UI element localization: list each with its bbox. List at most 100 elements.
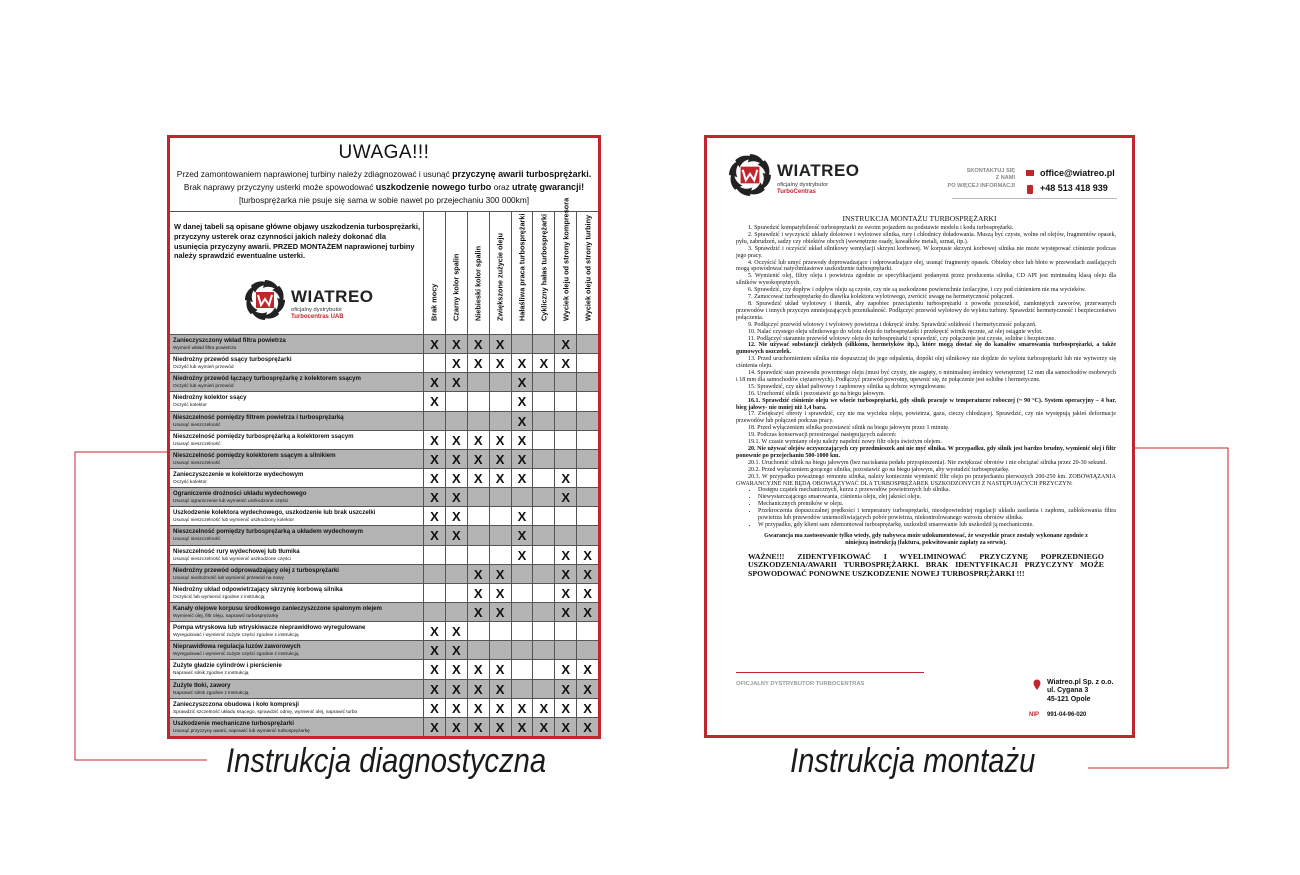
instruction: 20.2. Przed wyłączeniem gorącego silnika… xyxy=(736,467,1116,474)
table-row: Kanały olejowe korpusu środkowego zaniec… xyxy=(170,602,598,623)
footer-address: Wiatreo.pl Sp. z o.o. ul. Cygana 3 45-12… xyxy=(1047,679,1113,704)
cell xyxy=(532,545,554,565)
cause: Niedrożny przewód odprowadzający olej z … xyxy=(173,566,339,574)
cell xyxy=(510,583,533,603)
instruction-text: Uruchomić silnik na biegu jałowym (bez n… xyxy=(761,459,1107,466)
cell: X xyxy=(423,641,445,661)
instruction: 17. Zwiększyć obroty i sprawdzić, czy ni… xyxy=(736,411,1116,425)
instruction-number: 20. xyxy=(748,446,756,452)
cell xyxy=(576,430,598,450)
instruction-number: 8. xyxy=(748,300,753,307)
remedy: Wymienić olej, filtr oleju, naprawić tur… xyxy=(173,614,279,619)
cell xyxy=(554,392,576,412)
instruction-text: Sprawdzić kompatybilność turbosprężarki … xyxy=(754,225,1014,231)
column-label: Wyciek oleju od strony turbiny xyxy=(583,214,593,321)
cell: X xyxy=(466,698,489,718)
instruction-number: 12. xyxy=(748,342,756,349)
table-row: Uszkodzenie mechaniczne turbosprężarki Us… xyxy=(170,716,598,736)
cell: X xyxy=(466,679,489,699)
cell xyxy=(488,373,511,393)
cell: X xyxy=(488,717,511,736)
cell xyxy=(532,507,554,527)
contact-icons xyxy=(1026,170,1034,194)
cause: Niedrożny przewód łączący turbosprężarkę… xyxy=(173,375,361,383)
cell: X xyxy=(510,526,533,546)
cell: X xyxy=(444,526,467,546)
cell: X xyxy=(444,698,467,718)
sheet-title: INSTRUKCJA MONTAŻU TURBOSPRĘŻARKI xyxy=(842,214,997,223)
instruction-text: Sprawdzić i wyczyścić układy dolotowe i … xyxy=(736,231,1116,245)
cell xyxy=(576,354,598,374)
cell: X xyxy=(423,392,445,412)
table-row: Zużyte tłoki, zawory Naprawić silnik zgod… xyxy=(170,678,598,699)
sheet-title: UWAGA!!! xyxy=(338,142,430,163)
cause: Zużyte gładzie cylindrów i pierścienie xyxy=(173,662,282,670)
column-header: Czarny kolor spalin xyxy=(444,212,467,334)
instruction-text: Nalać czystego oleju silnikowego do wlot… xyxy=(757,328,1043,335)
remedy: Usunąć nieszczelność xyxy=(173,422,221,428)
cell: X xyxy=(466,469,489,489)
intro-text: Brak naprawy przyczyny usterki może spow… xyxy=(183,182,374,192)
column-header: Niebieski kolor spalin xyxy=(466,212,489,334)
cell xyxy=(532,488,554,508)
phone: +48 513 418 939 xyxy=(1040,183,1108,193)
cell xyxy=(466,545,489,565)
logo-company: Turbocentras UAB xyxy=(291,314,344,320)
intro: Przed zamontowaniem naprawionej turbiny … xyxy=(170,168,598,207)
remedy: Naprawić silnik zgodnie z instrukcją xyxy=(173,671,249,677)
cell: X xyxy=(423,622,445,642)
cell xyxy=(423,564,445,584)
cell: X xyxy=(576,679,598,699)
cell: X xyxy=(532,698,554,718)
cell: X xyxy=(510,411,533,431)
cause: Zużyte tłoki, zawory xyxy=(173,681,231,689)
instruction-number: 20.1. xyxy=(748,459,761,466)
table-row: Nieprawidłowa regulacja luzów zaworowych… xyxy=(170,640,598,661)
table-row: Niedrożny przewód łączący turbosprężarkę… xyxy=(170,372,598,393)
remedy: Usunąć niedrożność lub wymienić przewód … xyxy=(173,575,284,581)
instruction-text: Nie używać olejów oczyszczających czy pr… xyxy=(736,446,1116,459)
instruction-text: Sprawdzić i oczyścić układ silnikowy wen… xyxy=(736,245,1116,259)
cell: X xyxy=(576,545,598,565)
cell: X xyxy=(576,583,598,603)
table-row: Nieszczelność pomiędzy turbosprężarką a … xyxy=(170,429,598,450)
intro-text: oraz xyxy=(493,182,510,192)
cell: X xyxy=(554,545,576,565)
cell: X xyxy=(510,392,533,412)
remedy: Oczyść kolektor xyxy=(173,403,207,409)
instruction: 14. Sprawdzić stan przewodu powrotnego o… xyxy=(736,370,1116,384)
instruction-number: 20.2. xyxy=(748,466,761,473)
instruction-number: 4. xyxy=(748,259,753,266)
cell xyxy=(532,335,554,355)
instruction-text: Nie używać substancji ciekłych (silikonu… xyxy=(736,342,1117,356)
instruction-text: Zamocować turbosprężarkę do dławika kole… xyxy=(754,294,1014,301)
cell: X xyxy=(510,717,533,736)
instruction: 1. Sprawdzić kompatybilność turbosprężar… xyxy=(736,225,1116,232)
cell xyxy=(532,469,554,489)
address-line: Wiatreo.pl Sp. z o.o. xyxy=(1047,679,1114,686)
cell: X xyxy=(488,660,511,680)
table-row: Nieszczelność rury wydechowej lub tłumik… xyxy=(170,544,598,565)
cause: Ograniczenie drożności układu wydechoweg… xyxy=(173,490,307,498)
cause: Nieszczelność pomiędzy turbosprężarką a … xyxy=(173,528,363,536)
remedy: Usunąć nieszczelność xyxy=(173,441,221,447)
logo-tagline: oficjalny dystrybutor xyxy=(777,182,829,188)
instruction: 2. Sprawdzić i wyczyścić układy dolotowe… xyxy=(736,232,1116,246)
cell: X xyxy=(423,373,445,393)
table-row: Zanieczyszczenie w kolektorze wydechowym… xyxy=(170,468,598,489)
remedy: Naprawić silnik zgodnie z instrukcją xyxy=(173,690,249,696)
cell xyxy=(488,545,511,565)
table-row: Zanieczyszczony wkład filtra powietrza Wy… xyxy=(170,334,598,355)
cell: X xyxy=(444,660,467,680)
cell xyxy=(554,622,576,642)
intro-text: [turbosprężarka nie psuje się sama w sob… xyxy=(238,195,530,205)
footer-distributor: OFICJALNY DYSTRYBUTOR TURBOCENTRAS xyxy=(736,681,865,687)
intro-line: Brak naprawy przyczyny usterki może spow… xyxy=(170,181,598,194)
instruction-text: Przed wyłączeniem gorącego silnika, pozo… xyxy=(761,466,1010,473)
contact-prompt-line: SKONTAKTUJ SIĘ xyxy=(966,168,1015,174)
remedy: Wymień wkład filtra powietrza xyxy=(173,346,237,351)
cell: X xyxy=(510,449,533,469)
cell xyxy=(554,411,576,431)
address-line: ul. Cygana 3 xyxy=(1047,687,1089,695)
cell xyxy=(576,449,598,469)
